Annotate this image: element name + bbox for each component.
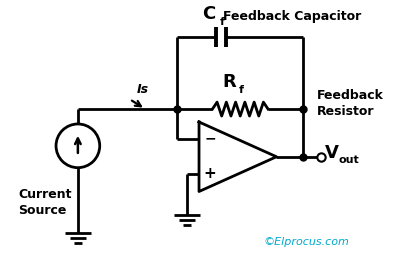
Text: Current
Source: Current Source — [18, 188, 72, 216]
Text: Feedback
Resistor: Feedback Resistor — [316, 89, 383, 118]
Text: Is: Is — [136, 83, 148, 96]
Text: f: f — [219, 17, 224, 27]
Text: ©Elprocus.com: ©Elprocus.com — [263, 237, 348, 247]
Text: C: C — [201, 5, 215, 23]
Text: f: f — [238, 85, 243, 95]
Text: +: + — [203, 166, 216, 181]
Text: R: R — [222, 73, 236, 91]
Text: V: V — [324, 144, 338, 162]
Text: Feedback Capacitor: Feedback Capacitor — [222, 10, 360, 23]
Text: −: − — [204, 132, 215, 146]
Text: out: out — [337, 155, 358, 165]
